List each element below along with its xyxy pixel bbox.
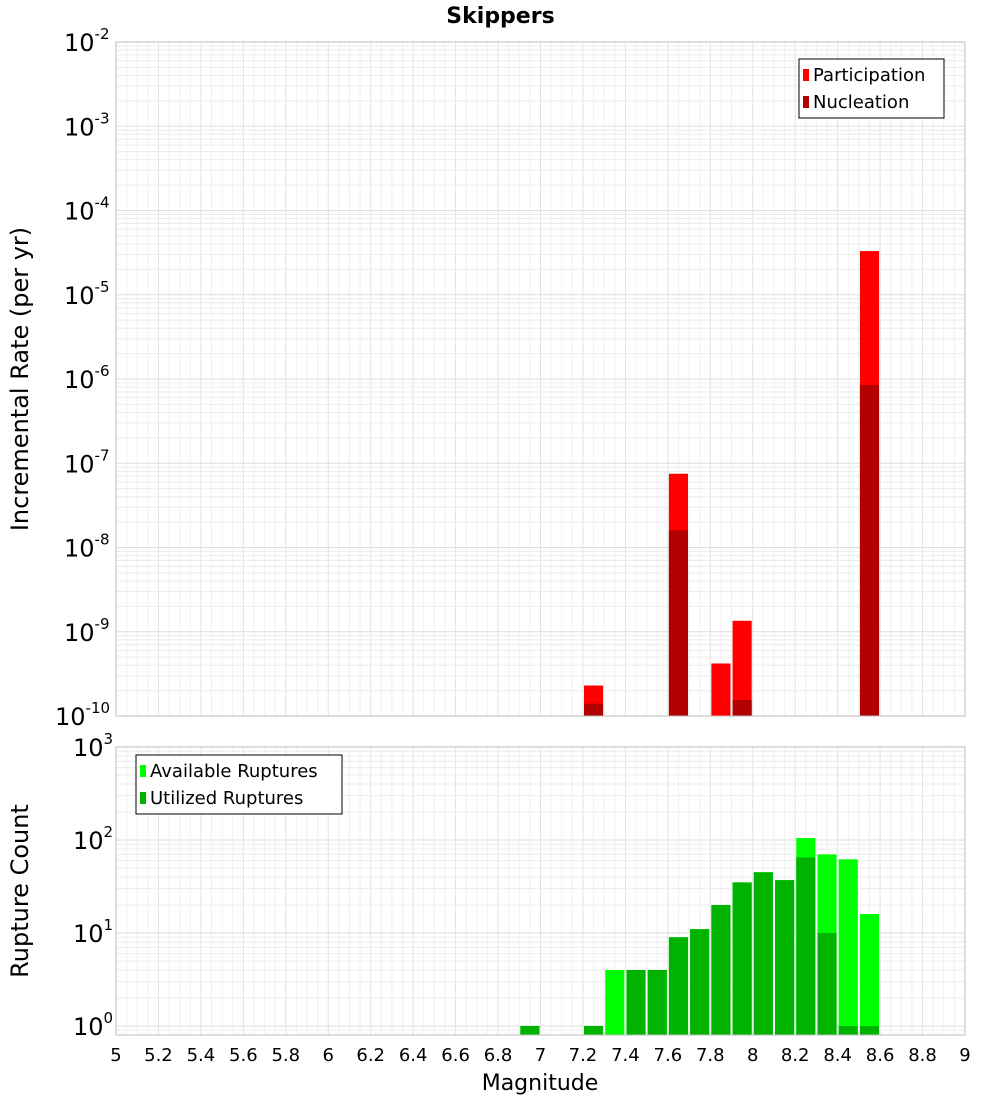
x-tick-label: 6.4 xyxy=(399,1045,428,1066)
y-axis-label: Incremental Rate (per yr) xyxy=(6,227,34,531)
chart-panel-2: 103 102 101 100 Rupture Count 5 5.2 5.4 5.6 5.8 6 6… xyxy=(6,730,971,1096)
chart-panel-1: 10-2 10-3 10-4 10-5 10-6 10-7 10-8 10-9 10-10 Ski… xyxy=(6,4,966,731)
y-tick-label: 10-8 xyxy=(64,531,110,563)
bar-utilized-ruptures xyxy=(859,1025,880,1035)
bar-utilized-ruptures xyxy=(838,1025,858,1035)
bar-utilized-ruptures xyxy=(817,932,837,1035)
y-tick-label: 10-3 xyxy=(64,109,110,141)
legend-box xyxy=(135,754,343,815)
x-tick-label: 7 xyxy=(535,1045,546,1066)
bar-utilized-ruptures xyxy=(690,929,710,1035)
bar-available-ruptures xyxy=(838,859,858,1035)
x-tick-label: 8 xyxy=(747,1045,758,1066)
legend: Participation Nucleation xyxy=(798,58,945,119)
y-tick-label: 103 xyxy=(73,730,113,762)
x-tick-label: 8.4 xyxy=(823,1045,852,1066)
x-axis-label: Magnitude xyxy=(482,1071,599,1096)
legend-box xyxy=(798,58,945,119)
bar-nucleation xyxy=(732,699,752,716)
x-tick-label: 6.8 xyxy=(484,1045,513,1066)
bar-participation xyxy=(732,620,752,716)
legend-label: Utilized Ruptures xyxy=(150,788,303,809)
legend-swatch xyxy=(803,96,809,108)
bar-utilized-ruptures xyxy=(775,880,795,1035)
x-tick-label: 7.2 xyxy=(569,1045,598,1066)
legend: Available Ruptures Utilized Ruptures xyxy=(135,754,343,815)
y-tick-label: 10-2 xyxy=(64,25,110,57)
x-tick-label: 5.6 xyxy=(229,1045,258,1066)
x-tick-label: 9 xyxy=(959,1045,970,1066)
legend-swatch xyxy=(140,792,146,804)
y-tick-label: 10-7 xyxy=(64,446,110,478)
x-tick-label: 6.6 xyxy=(441,1045,470,1066)
bar-utilized-ruptures xyxy=(668,937,689,1035)
bar-utilized-ruptures xyxy=(732,882,752,1035)
x-tick-label: 5.8 xyxy=(271,1045,300,1066)
x-tick-label: 7.6 xyxy=(654,1045,683,1066)
bar-utilized-ruptures xyxy=(647,969,667,1035)
y-tick-label: 10-4 xyxy=(64,194,110,226)
legend-swatch xyxy=(140,765,146,777)
x-tick-label: 8.8 xyxy=(908,1045,937,1066)
x-tick-label: 7.4 xyxy=(611,1045,640,1066)
bar-available-ruptures xyxy=(859,914,880,1035)
legend-swatch xyxy=(803,69,809,81)
x-tick-label: 6.2 xyxy=(356,1045,385,1066)
y-tick-label: 10-5 xyxy=(64,278,110,310)
plot-border xyxy=(115,41,966,717)
y-axis-label: Rupture Count xyxy=(6,804,34,978)
legend-label: Available Ruptures xyxy=(150,761,318,782)
bar-available-ruptures xyxy=(605,969,625,1035)
x-tick-label: 5 xyxy=(110,1045,121,1066)
bar-utilized-ruptures xyxy=(584,1025,604,1035)
y-tick-label: 10-9 xyxy=(64,615,110,647)
x-tick-label: 7.8 xyxy=(696,1045,725,1066)
y-tick-label: 10-6 xyxy=(64,362,110,394)
y-tick-label: 100 xyxy=(73,1009,113,1041)
bar-nucleation xyxy=(584,703,604,716)
legend-label: Participation xyxy=(813,65,925,86)
legend-label: Nucleation xyxy=(813,92,909,113)
bar-utilized-ruptures xyxy=(711,904,731,1035)
bar-participation xyxy=(711,663,731,716)
x-tick-label: 6 xyxy=(323,1045,334,1066)
x-tick-label: 8.2 xyxy=(781,1045,810,1066)
y-tick-label: 102 xyxy=(73,823,113,855)
y-tick-label: 101 xyxy=(73,916,113,948)
x-tick-label: 5.2 xyxy=(144,1045,173,1066)
chart-title: Skippers xyxy=(446,4,554,29)
bar-utilized-ruptures xyxy=(626,969,646,1035)
plot-border xyxy=(115,746,966,1036)
bar-utilized-ruptures xyxy=(753,872,773,1035)
bar-nucleation xyxy=(859,384,880,716)
x-tick-label: 5.4 xyxy=(187,1045,216,1066)
bar-utilized-ruptures xyxy=(520,1025,540,1035)
bar-nucleation xyxy=(668,530,689,716)
bar-utilized-ruptures xyxy=(796,857,816,1035)
x-tick-label: 8.6 xyxy=(866,1045,895,1066)
y-tick-label: 10-10 xyxy=(55,699,110,731)
